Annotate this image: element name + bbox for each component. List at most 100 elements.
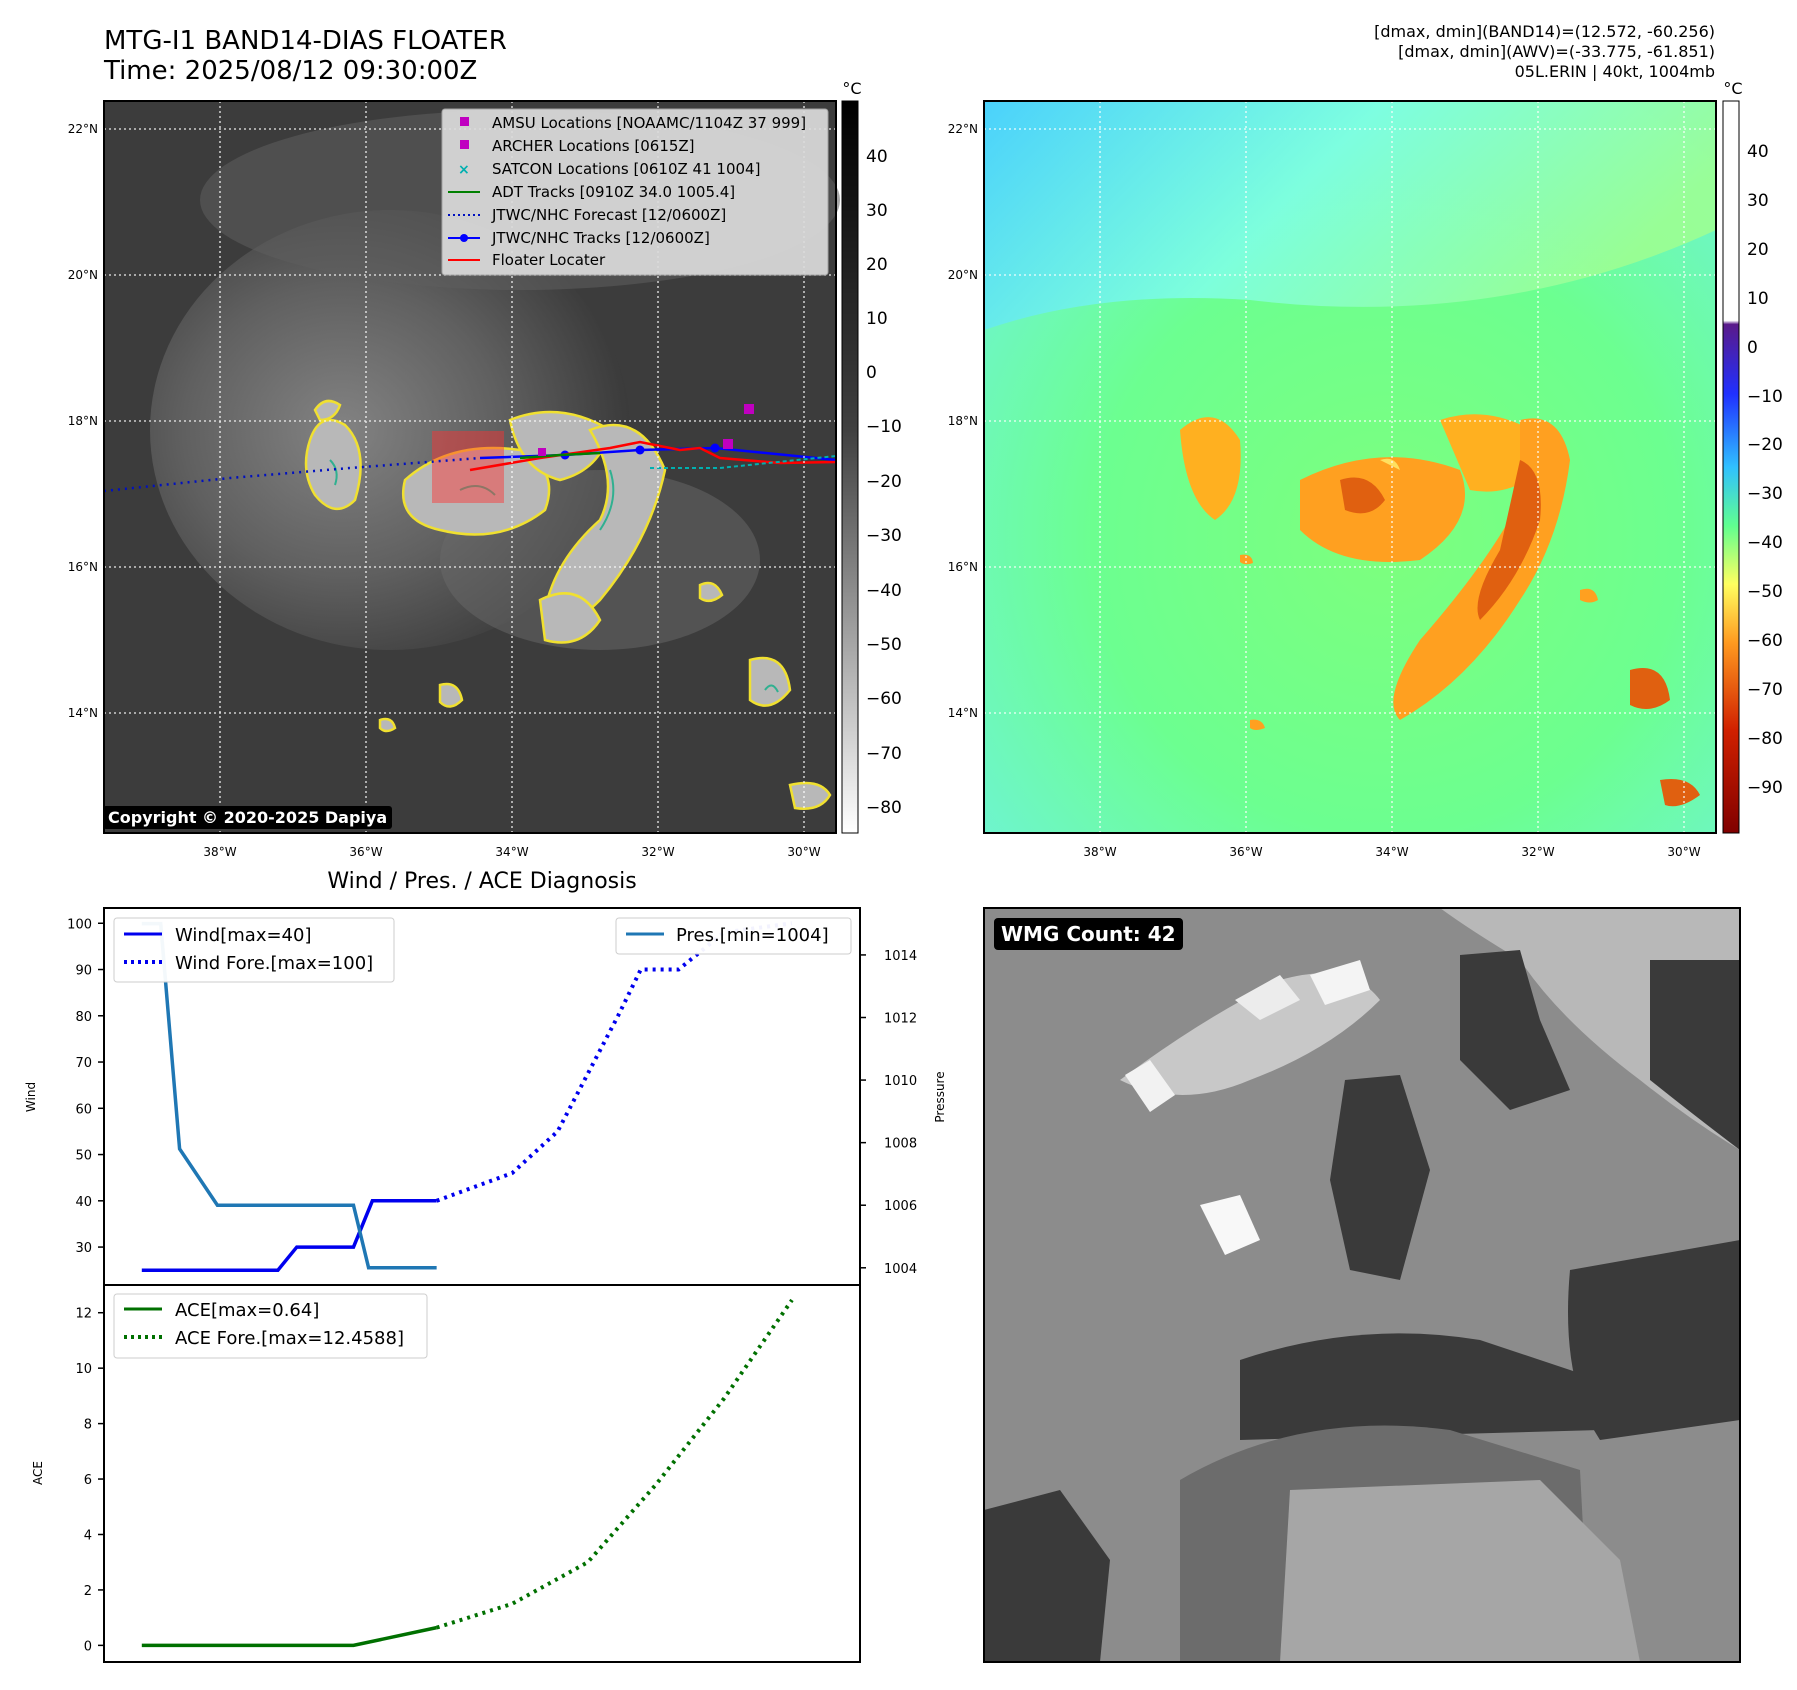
ytick-label-right: 1014 xyxy=(884,949,917,964)
legend-track: JTWC/NHC Tracks [12/0600Z] xyxy=(491,229,710,247)
wind-yticks: 100 90 80 70 60 50 40 30 xyxy=(67,917,104,1256)
color-colorbar-unit: °C xyxy=(1723,79,1742,98)
lon-label: 30°W xyxy=(1667,845,1700,859)
series-line xyxy=(436,1298,794,1630)
track-point xyxy=(635,445,645,455)
lat-label: 22°N xyxy=(68,122,98,136)
color-map-cold-air xyxy=(984,101,1716,330)
gray-colorbar-unit: °C xyxy=(842,79,861,98)
ace-legend: ACE[max=0.64] ACE Fore.[max=12.4588] xyxy=(113,1293,428,1359)
title-line-1: MTG-I1 BAND14-DIAS FLOATER xyxy=(104,26,507,56)
wmg-dark-region xyxy=(1650,960,1740,1150)
colorbar-tick: 10 xyxy=(866,309,888,329)
colorbar-tick: −70 xyxy=(1747,680,1783,700)
colorbar-tick: 20 xyxy=(1747,240,1769,260)
colorbar-tick: 30 xyxy=(866,201,888,221)
lat-label: 20°N xyxy=(948,268,978,282)
colorbar-tick: 0 xyxy=(866,363,877,383)
ytick-label: 0 xyxy=(84,1639,92,1654)
wmg-light-region xyxy=(1280,1480,1640,1662)
ir-map-lon-labels: 38°W 36°W 34°W 32°W 30°W xyxy=(203,845,820,859)
colorbar-tick: −60 xyxy=(1747,631,1783,651)
color-colorbar: °C 40 30 20 10 0 −10 −20 −30 −40 −50 −60… xyxy=(1722,79,1783,834)
wmg-bright-patch xyxy=(1235,975,1300,1020)
legend-satcon: SATCON Locations [0610Z 41 1004] xyxy=(492,160,760,178)
ir-map-gridlines xyxy=(104,101,836,833)
color-map-frame xyxy=(983,100,1717,834)
ytick-label: 100 xyxy=(67,917,92,932)
pressure-axis-label: Pressure xyxy=(933,1071,947,1122)
lon-label: 34°W xyxy=(495,845,528,859)
satcon-track xyxy=(650,455,837,469)
wmg-frame xyxy=(983,907,1741,1663)
colorbar-tick: −20 xyxy=(866,472,902,492)
colorbar-tick: −10 xyxy=(866,417,902,437)
colorbar-tick: −80 xyxy=(1747,729,1783,749)
ytick-label: 4 xyxy=(84,1528,92,1543)
colorbar-tick: −40 xyxy=(866,581,902,601)
ace-yticks: 12 10 8 6 4 2 0 xyxy=(75,1307,104,1654)
legend-wind-forecast: Wind Fore.[max=100] xyxy=(175,953,373,974)
legend-track-dot xyxy=(460,234,468,242)
ace-chart: ACE 12 10 8 6 4 2 0 ACE[max=0.64] ACE Fore.[ma… xyxy=(31,1284,861,1663)
storm-info: [dmax, dmin](BAND14)=(12.572, -60.256) [… xyxy=(1374,22,1715,82)
archer-marker xyxy=(723,439,733,449)
wmg-light-region xyxy=(1120,973,1380,1095)
ytick-label: 30 xyxy=(75,1241,92,1256)
ytick-label-right: 1008 xyxy=(884,1137,917,1152)
series-line xyxy=(141,1625,438,1648)
color-map-gridlines xyxy=(984,101,1716,833)
wmg-dark-region xyxy=(1460,950,1570,1110)
ytick-label: 50 xyxy=(75,1149,92,1164)
ace-series xyxy=(141,1298,794,1648)
colorbar-tick: 40 xyxy=(866,147,888,167)
ir-map-frame xyxy=(103,100,837,834)
track-point xyxy=(710,443,720,453)
lat-label: 18°N xyxy=(68,414,98,428)
info-line-1: [dmax, dmin](BAND14)=(12.572, -60.256) xyxy=(1374,22,1715,41)
forecast-track xyxy=(103,456,481,493)
lat-label: 16°N xyxy=(948,560,978,574)
colorbar-tick: −20 xyxy=(1747,435,1783,455)
info-line-3: 05L.ERIN | 40kt, 1004mb xyxy=(1514,62,1715,81)
colorbar-tick: −50 xyxy=(866,635,902,655)
diagnosis-title: Wind / Pres. / ACE Diagnosis xyxy=(327,869,636,894)
colorbar-tick: 30 xyxy=(1747,191,1769,211)
colorbar-tick: −80 xyxy=(866,798,902,818)
legend-adt: ADT Tracks [0910Z 34.0 1005.4] xyxy=(492,183,735,201)
colorbar-tick: −60 xyxy=(866,689,902,709)
colorbar-tick: −50 xyxy=(1747,582,1783,602)
legend-ace: ACE[max=0.64] xyxy=(175,1300,319,1321)
lon-label: 30°W xyxy=(787,845,820,859)
colorbar-tick: 40 xyxy=(1747,142,1769,162)
ytick-label-right: 1004 xyxy=(884,1262,917,1277)
wmg-bright-patch xyxy=(1125,1060,1175,1112)
ytick-label: 90 xyxy=(75,964,92,979)
wmg-dark-region xyxy=(1330,1075,1430,1280)
colorbar-tick: −30 xyxy=(866,526,902,546)
ytick-label: 8 xyxy=(84,1418,92,1433)
colorbar-tick: 20 xyxy=(866,255,888,275)
lon-label: 32°W xyxy=(1521,845,1554,859)
lon-label: 36°W xyxy=(349,845,382,859)
ytick-label-right: 1012 xyxy=(884,1012,917,1027)
color-map-panel: 22°N 20°N 18°N 16°N 14°N 38°W 36°W 34°W … xyxy=(948,100,1717,859)
ace-axis-label: ACE xyxy=(31,1461,45,1485)
adt-track xyxy=(519,451,601,460)
legend-archer: ARCHER Locations [0615Z] xyxy=(492,137,695,155)
copyright-badge: Copyright © 2020-2025 Dapiya xyxy=(103,806,393,829)
pressure-yticks: 1014 1012 1010 1008 1006 1004 xyxy=(860,949,917,1277)
wmg-bright-patch xyxy=(1310,960,1370,1005)
colorbar-tick: −70 xyxy=(866,744,902,764)
lon-label: 34°W xyxy=(1375,845,1408,859)
ytick-label: 40 xyxy=(75,1195,92,1210)
legend-wind: Wind[max=40] xyxy=(175,925,312,946)
wind-legend: Wind[max=40] Wind Fore.[max=100] Pres.[m… xyxy=(113,917,852,983)
ytick-label-right: 1010 xyxy=(884,1074,917,1089)
ir-map-lat-labels: 22°N 20°N 18°N 16°N 14°N xyxy=(68,122,98,720)
map-legend: AMSU Locations [NOAAMC/1104Z 37 999] ARC… xyxy=(441,108,829,276)
ytick-label: 60 xyxy=(75,1102,92,1117)
wmg-dark-region xyxy=(1240,1333,1600,1440)
color-map-lon-labels: 38°W 36°W 34°W 32°W 30°W xyxy=(1083,845,1700,859)
